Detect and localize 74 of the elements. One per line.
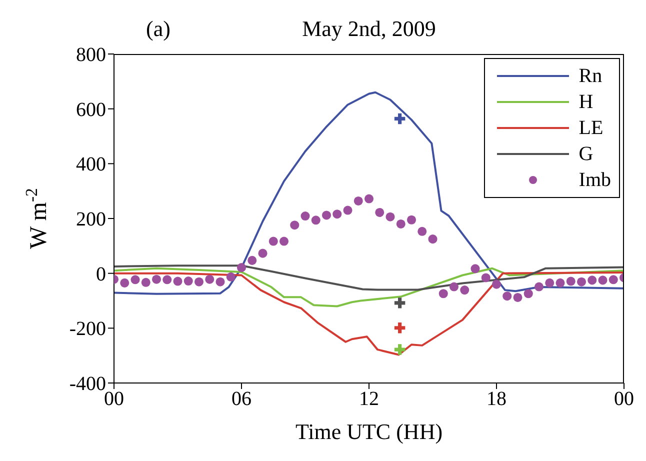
legend-label: Rn [578,64,602,88]
point [258,248,268,258]
point [492,280,502,289]
point [311,216,320,225]
y-tick-label: 600 [76,98,106,121]
point [394,113,406,124]
point [524,289,533,298]
x-tick-label: 00 [614,388,634,410]
y-tick-label: -200 [69,318,106,340]
point [226,272,236,282]
point [322,210,332,220]
point [152,274,162,284]
point [394,298,406,308]
point [608,275,618,284]
text: (a) [146,16,170,42]
point [236,263,246,272]
point [545,278,554,288]
point [130,275,140,284]
point [566,276,576,286]
line-series [114,272,624,356]
point [279,236,289,246]
x-tick-label: 12 [359,388,379,410]
y-tick-label: -400 [69,373,106,395]
point [534,282,544,292]
point [332,210,342,219]
point [194,277,204,286]
point [343,206,352,215]
point [364,194,374,204]
y-tick-label: 800 [76,44,106,66]
legend-label: H [578,90,594,114]
point [205,274,214,284]
point [576,277,586,286]
point [173,276,182,286]
point [394,344,406,355]
point [184,276,193,286]
line-series [114,264,624,291]
chart-title: May 2nd, 2009 [302,16,436,41]
x-axis-title: Time UTC (HH) [295,419,443,444]
point [354,196,363,206]
point [375,208,384,217]
point [513,292,522,302]
y-tick-label: 0 [96,263,106,286]
point [162,275,172,284]
point [556,278,565,288]
legend-label: LE [578,116,604,140]
point [598,276,608,285]
point [216,277,225,286]
point [449,282,459,292]
point [268,236,278,246]
point [418,226,427,236]
x-tick-label: 06 [232,388,252,410]
point [481,273,490,282]
y-tick-label: 200 [76,208,106,230]
point [386,212,395,222]
y-tick-label: 400 [76,154,106,176]
point [396,219,406,228]
point [428,234,438,244]
point [588,276,597,285]
point [248,256,257,265]
point [438,289,448,298]
point [406,215,416,224]
point [502,292,512,301]
x-tick-label: 18 [486,388,506,410]
point [120,278,130,288]
legend-label: G [578,142,594,166]
point [300,212,310,221]
point [470,264,480,274]
point [394,322,406,334]
legend-label: Imb [578,168,611,192]
line-series [114,91,624,295]
point [141,278,150,287]
x-tick-label: 00 [104,388,124,410]
point [460,286,470,295]
point [290,220,300,230]
